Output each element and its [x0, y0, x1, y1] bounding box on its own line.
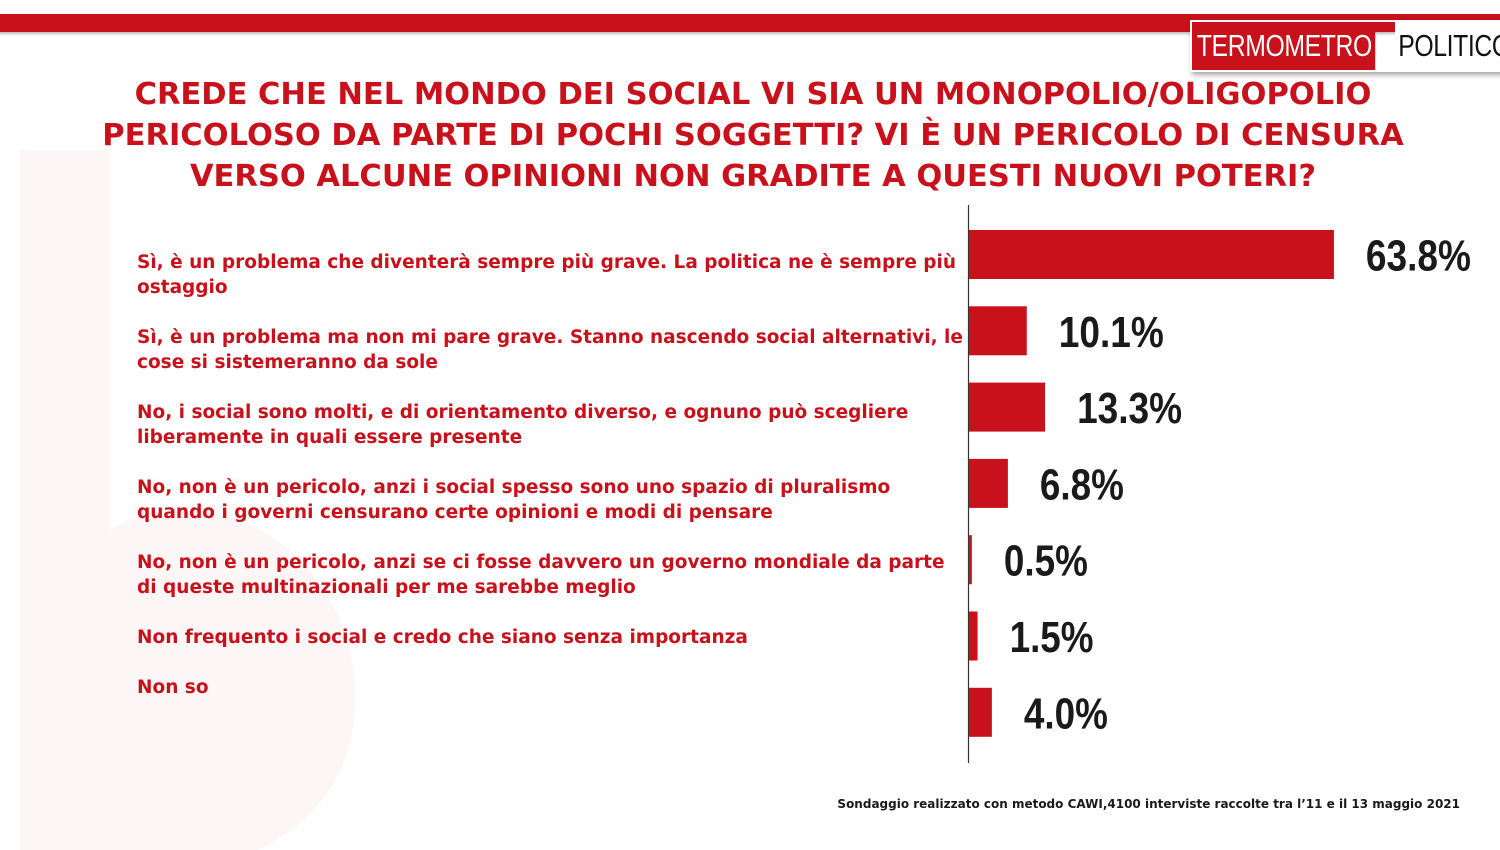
value-label-5: 0.5%: [1004, 537, 1088, 586]
bar-3: [969, 382, 1046, 432]
category-label-3: No, i social sono molti, e di orientamen…: [137, 402, 909, 448]
value-label-1: 63.8%: [1366, 232, 1471, 281]
value-label-6: 1.5%: [1010, 613, 1094, 662]
bar-4: [969, 458, 1008, 508]
value-label-2: 10.1%: [1059, 308, 1164, 357]
bar-7: [969, 687, 992, 737]
logo-text-white: POLITICO: [1394, 22, 1500, 70]
category-label-4: No, non è un pericolo, anzi i social spe…: [137, 477, 891, 523]
bar-2: [969, 306, 1027, 356]
value-label-3: 13.3%: [1077, 384, 1182, 433]
termometro-politico-logo: TERMOMETRO POLITICO: [1190, 20, 1500, 72]
value-label-4: 6.8%: [1040, 460, 1124, 509]
logo-text-red: TERMOMETRO: [1192, 22, 1376, 70]
bar-1: [969, 230, 1334, 279]
chart-title: CREDE CHE NEL MONDO DEI SOCIAL VI SIA UN…: [102, 77, 1404, 194]
bar-5: [969, 535, 972, 585]
bar-6: [969, 611, 978, 661]
top-accent-bar: [0, 14, 1500, 32]
category-label-6: Non frequento i social e credo che siano…: [137, 627, 748, 648]
category-label-7: Non so: [137, 677, 209, 698]
category-label-5: No, non è un pericolo, anzi se ci fosse …: [137, 552, 945, 598]
category-label-1: Sì, è un problema che diventerà sempre p…: [137, 252, 957, 298]
survey-footnote: Sondaggio realizzato con metodo CAWI,410…: [837, 797, 1460, 811]
category-label-2: Sì, è un problema ma non mi pare grave. …: [137, 327, 963, 373]
value-label-7: 4.0%: [1024, 689, 1108, 738]
top-bar-shadow: [0, 32, 1500, 36]
